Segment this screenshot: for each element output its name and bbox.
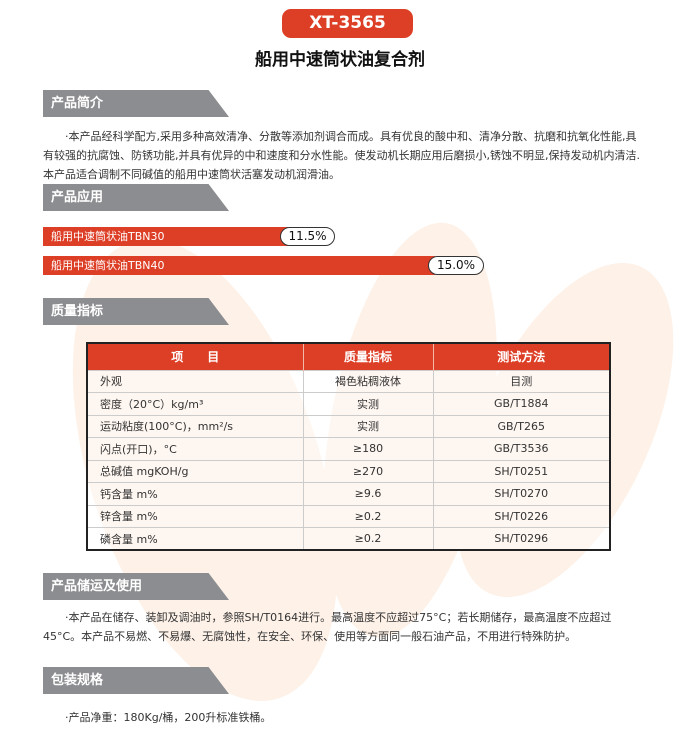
- table-row: 总碱值 mgKOH/g ≥270 SH/T0251: [86, 459, 611, 483]
- column-header-spec: 质量指标: [303, 343, 434, 370]
- item-cell: 运动粘度(100°C)，mm²/s: [86, 414, 304, 438]
- spec-cell: ≥9.6: [302, 482, 434, 506]
- table-row: 密度（20°C）kg/m³ 实测 GB/T1884: [86, 392, 611, 416]
- table-row: 外观 褐色粘稠液体 目测: [86, 369, 611, 393]
- spec-cell: ≥270: [302, 459, 434, 483]
- section-intro-heading: 产品简介: [43, 90, 229, 117]
- item-cell: 磷含量 m%: [86, 527, 304, 551]
- method-cell: GB/T1884: [432, 392, 611, 416]
- method-cell: SH/T0296: [432, 527, 611, 551]
- application-value-tbn40: 15.0%: [428, 256, 484, 275]
- section-application-heading: 产品应用: [43, 184, 229, 211]
- table-row: 磷含量 m% ≥0.2 SH/T0296: [86, 527, 611, 551]
- intro-text: ·本产品经科学配方,采用多种高效清净、分散等添加剂调合而成。具有优良的酸中和、清…: [43, 130, 640, 181]
- page-title: 船用中速筒状油复合剂: [255, 50, 425, 70]
- quality-table: 项 目 质量指标 测试方法 外观 褐色粘稠液体 目测 密度（20°C）kg/m³ 实测 G…: [86, 342, 611, 551]
- method-cell: SH/T0251: [432, 459, 611, 483]
- item-cell: 闪点(开口)，°C: [86, 437, 304, 461]
- method-cell: GB/T265: [432, 414, 611, 438]
- spec-cell: 褐色粘稠液体: [302, 369, 434, 393]
- item-cell: 外观: [86, 369, 304, 393]
- model-badge: XT-3565: [282, 9, 413, 38]
- column-header-method: 测试方法: [433, 343, 611, 370]
- item-cell: 锌含量 m%: [86, 504, 304, 528]
- method-cell: GB/T3536: [432, 437, 611, 461]
- method-cell: SH/T0226: [432, 504, 611, 528]
- spec-cell: 实测: [302, 414, 434, 438]
- application-bar-tbn40: 船用中速筒状油TBN40: [43, 256, 435, 275]
- section-storage-heading: 产品储运及使用: [43, 573, 229, 600]
- spec-cell: ≥0.2: [302, 504, 434, 528]
- method-cell: 目测: [432, 369, 611, 393]
- spec-cell: ≥0.2: [302, 527, 434, 551]
- application-value-tbn30: 11.5%: [280, 227, 335, 246]
- table-row: 运动粘度(100°C)，mm²/s 实测 GB/T265: [86, 414, 611, 438]
- item-cell: 密度（20°C）kg/m³: [86, 392, 304, 416]
- packaging-text: ·产品净重：180Kg/桶，200升标准铁桶。: [65, 711, 272, 724]
- table-row: 钙含量 m% ≥9.6 SH/T0270: [86, 482, 611, 506]
- item-cell: 钙含量 m%: [86, 482, 304, 506]
- section-quality-heading: 质量指标: [43, 298, 229, 325]
- table-row: 锌含量 m% ≥0.2 SH/T0226: [86, 504, 611, 528]
- application-bar-tbn30: 船用中速筒状油TBN30: [43, 227, 288, 246]
- table-row: 闪点(开口)，°C ≥180 GB/T3536: [86, 437, 611, 461]
- storage-text: ·本产品在储存、装卸及调油时，参照SH/T0164进行。最高温度不应超过75°C…: [43, 611, 612, 643]
- section-packaging-heading: 包装规格: [43, 667, 229, 694]
- spec-cell: ≥180: [302, 437, 434, 461]
- column-header-item: 项 目: [87, 343, 304, 370]
- item-cell: 总碱值 mgKOH/g: [86, 459, 304, 483]
- spec-cell: 实测: [302, 392, 434, 416]
- method-cell: SH/T0270: [432, 482, 611, 506]
